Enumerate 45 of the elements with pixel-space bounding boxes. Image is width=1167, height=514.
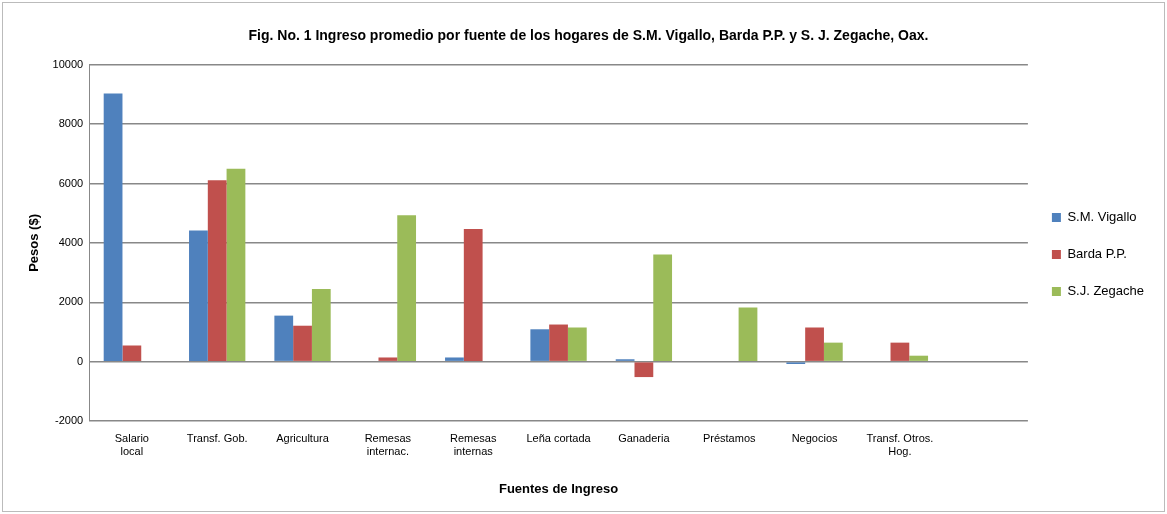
- y-axis-title: Pesos ($): [26, 213, 42, 272]
- x-axis-title: Fuentes de Ingreso: [498, 480, 619, 496]
- x-tick-label: Negocios: [791, 431, 838, 444]
- x-tick-label: Ganaderia: [618, 431, 671, 444]
- bar: [189, 230, 208, 361]
- bar: [293, 325, 312, 361]
- bar: [890, 342, 910, 361]
- y-tick-label: 4000: [58, 235, 84, 248]
- y-tick-label: 0: [77, 354, 84, 367]
- bar: [226, 168, 246, 361]
- x-tick-label: Préstamos: [702, 431, 756, 444]
- legend-label: Barda P.P.: [1067, 246, 1127, 262]
- bar: [634, 362, 654, 378]
- y-tick-label: -2000: [55, 414, 84, 427]
- bar: [530, 329, 550, 361]
- bar: [103, 93, 123, 361]
- x-tick-label: Transf. Otros. Hog.: [866, 431, 934, 457]
- x-tick-label: Agricultura: [276, 431, 330, 444]
- y-tick-label: 6000: [58, 176, 84, 189]
- x-tick-label: Remesas internac.: [364, 431, 412, 457]
- x-tick-label: Transf. Gob.: [186, 431, 248, 444]
- bar: [909, 355, 929, 361]
- bar: [397, 215, 417, 361]
- bar: [445, 357, 464, 361]
- y-tick-label: 8000: [58, 117, 84, 130]
- bar: [274, 315, 294, 361]
- legend-label: S.M. Vigallo: [1067, 209, 1137, 225]
- bar: [378, 357, 398, 361]
- bar: [805, 327, 824, 361]
- bar: [122, 345, 142, 361]
- x-tick-label: Leña cortada: [526, 431, 592, 444]
- bar: [463, 228, 483, 361]
- bar: [549, 324, 568, 361]
- bar: [738, 307, 758, 361]
- x-tick-label: Salario local: [114, 431, 149, 457]
- y-tick-label: 2000: [58, 295, 84, 308]
- chart-title: Fig. No. 1 Ingreso promedio por fuente de los hogares de S.M. Vigallo, Barda P.P. y S. J. Zegache, Oax.: [248, 27, 929, 44]
- bar: [567, 327, 587, 361]
- bar: [207, 180, 227, 361]
- bar: [311, 288, 331, 361]
- legend-label: S.J. Zegache: [1067, 283, 1145, 299]
- x-tick-label: Remesas internas: [449, 431, 497, 457]
- y-tick-label: 10000: [52, 57, 84, 70]
- bar: [823, 342, 843, 361]
- bar: [653, 254, 673, 361]
